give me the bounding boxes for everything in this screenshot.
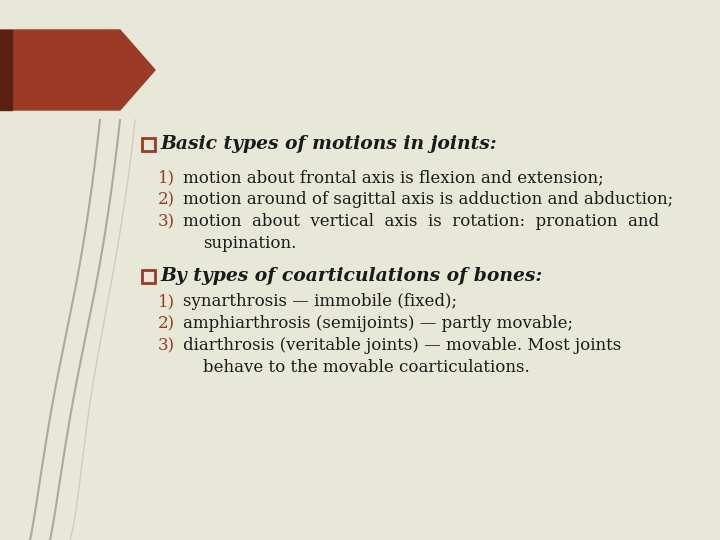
Text: By types of coarticulations of bones:: By types of coarticulations of bones: bbox=[160, 267, 542, 285]
Text: 2): 2) bbox=[158, 192, 175, 208]
Text: 2): 2) bbox=[158, 315, 175, 333]
Text: motion around of sagittal axis is adduction and abduction;: motion around of sagittal axis is adduct… bbox=[183, 192, 673, 208]
Text: 1): 1) bbox=[158, 294, 175, 310]
Bar bbox=[142, 269, 155, 282]
Text: synarthrosis — immobile (fixed);: synarthrosis — immobile (fixed); bbox=[183, 294, 457, 310]
Polygon shape bbox=[0, 30, 155, 110]
Text: 3): 3) bbox=[158, 338, 175, 354]
Text: 3): 3) bbox=[158, 213, 175, 231]
Text: motion  about  vertical  axis  is  rotation:  pronation  and: motion about vertical axis is rotation: … bbox=[183, 213, 659, 231]
Text: supination.: supination. bbox=[203, 235, 297, 253]
Text: motion about frontal axis is flexion and extension;: motion about frontal axis is flexion and… bbox=[183, 170, 603, 186]
Bar bbox=[0, 30, 12, 110]
Text: behave to the movable coarticulations.: behave to the movable coarticulations. bbox=[203, 360, 530, 376]
Text: amphiarthrosis (semijoints) — partly movable;: amphiarthrosis (semijoints) — partly mov… bbox=[183, 315, 573, 333]
Text: Basic types of motions in joints:: Basic types of motions in joints: bbox=[160, 135, 497, 153]
Text: diarthrosis (veritable joints) — movable. Most joints: diarthrosis (veritable joints) — movable… bbox=[183, 338, 621, 354]
Text: 1): 1) bbox=[158, 170, 175, 186]
Bar bbox=[142, 138, 155, 151]
